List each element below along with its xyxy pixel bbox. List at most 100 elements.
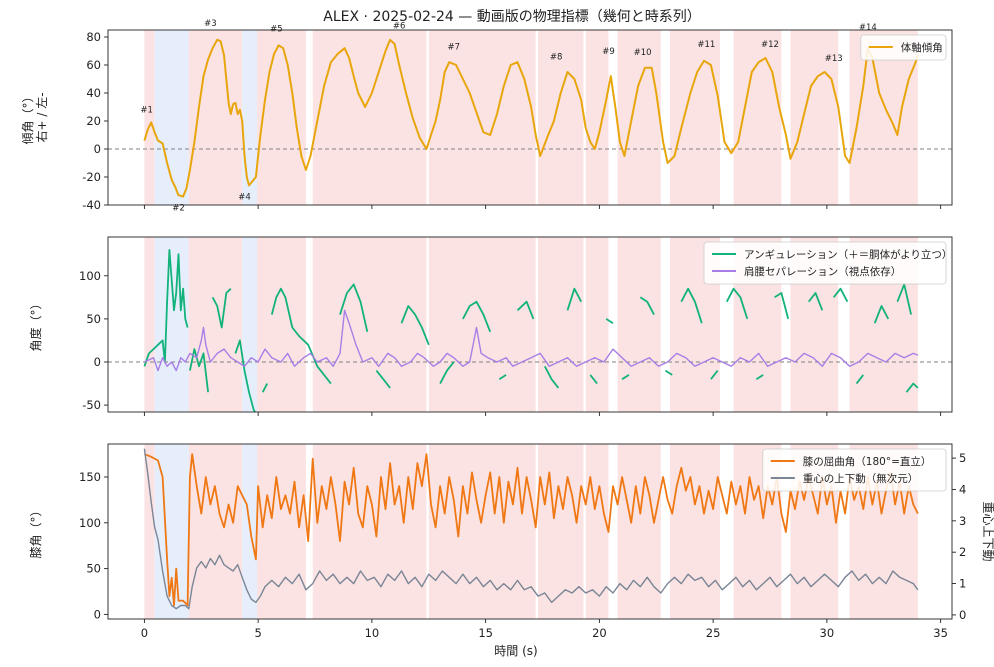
x-tick-label: 5 <box>254 626 261 640</box>
y-tick-label: 50 <box>86 562 101 576</box>
panel-1: #1 #2 #3 #4 #5 #6 #7 #8 #9 #10 #11 #12 #13 #14 -40 -20 0… <box>21 19 953 214</box>
turn-band <box>144 237 155 412</box>
series-line-2 <box>143 448 919 610</box>
y-tick-label: 100 <box>79 269 101 283</box>
x-axis-label: 時間 (s) <box>494 644 537 658</box>
series-line-1 <box>143 249 919 412</box>
turn-band <box>733 30 782 205</box>
x-tick-label: 30 <box>820 626 835 640</box>
y2-tick-label: 4 <box>959 482 966 496</box>
series-line-2 <box>144 309 919 372</box>
turn-band <box>257 444 306 619</box>
x-tick-label: 35 <box>933 626 948 640</box>
legend-box <box>703 241 947 285</box>
y-tick-label: 40 <box>86 86 101 100</box>
y-tick-label: 60 <box>86 58 101 72</box>
legend: 膝の屈曲角（180°=直立） 重心の上下動（無次元） <box>762 448 947 492</box>
turn-band <box>188 237 243 412</box>
turn-band <box>242 444 258 619</box>
turn-band <box>669 30 720 205</box>
turn-band <box>617 30 661 205</box>
x-tick-label: 15 <box>478 626 493 640</box>
turn-band <box>585 30 609 205</box>
legend-label: 肩腰セパレーション（視点依存） <box>744 265 901 278</box>
y-tick-label: -40 <box>82 198 101 212</box>
turn-band <box>537 237 584 412</box>
turn-band <box>617 444 661 619</box>
turn-band <box>144 30 155 205</box>
y-axis-label: 傾角（°）右+ / 左- <box>21 90 49 144</box>
turn-label: #1 <box>140 106 153 116</box>
y-tick-label: 150 <box>79 470 101 484</box>
y-tick-label: 100 <box>79 516 101 530</box>
y-tick-label: 0 <box>94 355 101 369</box>
turn-band <box>154 237 189 412</box>
turn-band <box>617 237 661 412</box>
turn-band <box>257 237 306 412</box>
y-tick-label: 0 <box>94 607 101 621</box>
x-tick-label: 0 <box>141 626 148 640</box>
turn-label: #2 <box>172 204 185 214</box>
y-axis-label: 膝角（°） <box>29 504 43 558</box>
turn-band <box>154 30 189 205</box>
turn-label: #9 <box>602 47 615 57</box>
turn-label: #5 <box>270 24 283 34</box>
y2-tick-label: 5 <box>959 451 966 465</box>
y2-tick-label: 0 <box>959 608 966 622</box>
x-tick-label: 10 <box>365 626 380 640</box>
turn-label: #7 <box>448 43 461 53</box>
x-tick-label: 20 <box>592 626 607 640</box>
legend-label: 膝の屈曲角（180°=直立） <box>803 455 932 468</box>
turn-band <box>428 30 536 205</box>
turn-label: #4 <box>238 192 251 202</box>
legend-label: アンギュレーション（＋＝胴体がより立つ） <box>744 248 952 261</box>
turn-band <box>144 444 155 619</box>
turn-band <box>585 237 609 412</box>
turn-band <box>669 444 720 619</box>
y-tick-label: 50 <box>86 312 101 326</box>
turn-label: #10 <box>634 48 652 58</box>
x-tick-label: 25 <box>706 626 721 640</box>
legend-label: 重心の上下動（無次元） <box>803 472 919 485</box>
y2-tick-label: 1 <box>959 577 966 591</box>
turn-band <box>790 30 839 205</box>
turn-label: #3 <box>204 19 217 29</box>
y-tick-label: -20 <box>82 170 101 184</box>
panel-2: -50 0 50 100 角度（°） アンギュレーション（＋＝胴体がより立つ） 肩腰セパレー… <box>28 236 953 416</box>
plot-frame <box>107 443 953 620</box>
figure-title: ALEX · 2025-02-24 — 動画版の物理指標（幾何と時系列） <box>323 9 700 25</box>
turn-label: #14 <box>859 23 877 33</box>
y-tick-label: -50 <box>82 398 101 412</box>
y-tick-label: 0 <box>94 142 101 156</box>
plot-frame <box>107 29 953 206</box>
turn-label: #13 <box>825 54 843 64</box>
turn-band <box>188 444 243 619</box>
turn-label: #8 <box>550 52 563 62</box>
turn-band <box>312 444 427 619</box>
y-axis-label: 角度（°） <box>28 297 43 351</box>
y2-axis-label: 重心上下動 <box>981 501 994 561</box>
panels: #1 #2 #3 #4 #5 #6 #7 #8 #9 #10 #11 #12 #13 #14 -40 -20 0… <box>21 19 994 640</box>
turn-band <box>428 444 536 619</box>
legend-box <box>762 448 947 492</box>
legend-label: 体軸傾角 <box>901 41 943 54</box>
legend: 体軸傾角 <box>860 34 947 61</box>
y2-tick-label: 3 <box>959 514 966 528</box>
y-tick-label: 20 <box>86 114 101 128</box>
turn-band <box>537 30 584 205</box>
turn-band <box>312 30 427 205</box>
y-tick-label: 80 <box>86 30 101 44</box>
legend: アンギュレーション（＋＝胴体がより立つ） 肩腰セパレーション（視点依存） <box>703 241 952 285</box>
turn-band <box>428 237 536 412</box>
series-line-1 <box>143 38 919 198</box>
turn-band <box>154 444 189 619</box>
turn-band <box>242 237 258 412</box>
plot-frame <box>107 236 953 413</box>
legend-box <box>860 34 947 61</box>
y2-tick-label: 2 <box>959 545 966 559</box>
turn-label: #12 <box>761 40 779 50</box>
turn-label: #6 <box>393 22 406 32</box>
series-line-1 <box>144 453 919 607</box>
